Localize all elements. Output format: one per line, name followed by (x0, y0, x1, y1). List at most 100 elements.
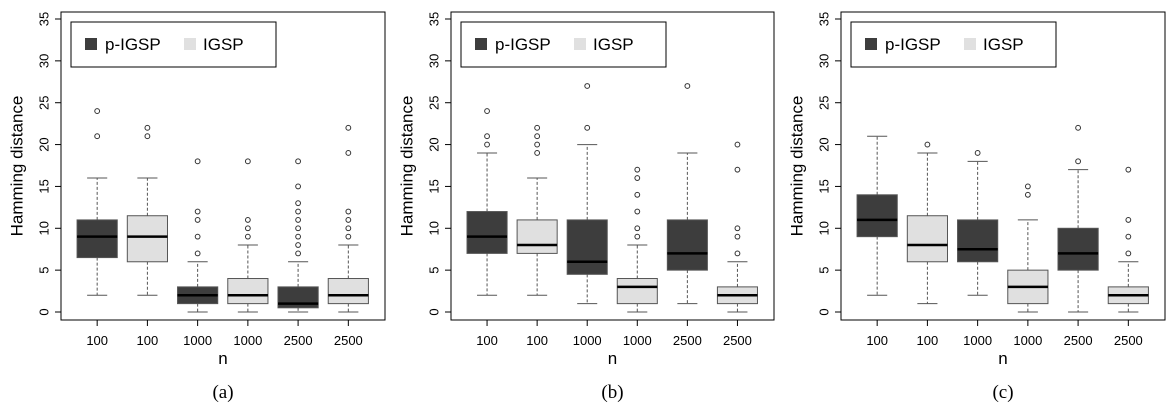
outlier-point (1125, 233, 1132, 240)
legend-swatch-igsp (574, 38, 586, 50)
legend: p-IGSP IGSP (850, 21, 1057, 68)
x-axis: 100 100 1000 1000 2500 2500 (476, 320, 752, 348)
box-6 (716, 141, 758, 313)
legend-swatch-igsp (964, 38, 976, 50)
outlier-point (345, 225, 352, 232)
x-tick-label: 2500 (334, 333, 363, 348)
y-axis-title: Hamming distance (787, 96, 806, 237)
panel-caption: (b) (601, 382, 623, 403)
y-tick-label: 35 (816, 12, 831, 26)
x-axis-title: n (998, 349, 1007, 368)
outlier-point (295, 208, 301, 215)
outlier-point (345, 150, 352, 156)
legend-box (70, 21, 277, 68)
y-axis: 0 5 10 15 20 25 30 35 (816, 12, 841, 316)
outlier-point (484, 141, 490, 148)
y-tick-label: 5 (816, 267, 831, 274)
legend-label-p-igsp: p-IGSP (885, 35, 941, 54)
legend: p-IGSP IGSP (70, 21, 277, 68)
legend-swatch-igsp (184, 38, 196, 50)
box-3 (957, 150, 999, 296)
x-axis-title: n (218, 349, 227, 368)
iqr-box (616, 278, 658, 305)
outlier-point (584, 83, 591, 89)
outlier-point (295, 225, 301, 232)
outlier-point (244, 225, 251, 232)
box-5 (1057, 124, 1099, 313)
x-tick-label: 1000 (623, 333, 652, 348)
legend-box (460, 21, 667, 68)
outlier-point (194, 233, 201, 240)
legend: p-IGSP IGSP (460, 21, 667, 68)
outlier-point (295, 158, 301, 165)
outlier-point (634, 191, 641, 198)
outlier-point (194, 250, 201, 257)
iqr-box (466, 211, 508, 254)
chart-panel-1: 0 5 10 15 20 25 30 35 Hamming distance 100 100 1000… (7, 11, 386, 403)
iqr-box (516, 219, 558, 254)
x-axis: 100 100 1000 1000 2500 2500 (86, 320, 363, 348)
outlier-point (734, 250, 741, 257)
y-tick-label: 10 (426, 221, 441, 235)
outlier-point (94, 108, 101, 114)
y-tick-label: 20 (816, 137, 831, 151)
x-tick-label: 100 (86, 333, 108, 348)
x-tick-label: 100 (526, 333, 548, 348)
outlier-point (1075, 158, 1081, 165)
outlier-point (295, 250, 301, 257)
box-4 (1007, 183, 1049, 313)
box-1 (856, 135, 898, 296)
box-6 (1107, 166, 1149, 313)
y-tick-label: 0 (426, 308, 441, 315)
iqr-box (1057, 227, 1099, 271)
y-tick-label: 10 (816, 221, 831, 235)
legend-label-igsp: IGSP (593, 35, 634, 54)
iqr-box (327, 278, 369, 305)
outlier-point (244, 233, 251, 240)
outlier-point (924, 141, 931, 148)
legend-swatch-p-igsp (475, 38, 487, 50)
outlier-point (244, 158, 251, 165)
x-axis-title: n (608, 349, 617, 368)
box-5 (277, 158, 319, 313)
y-tick-label: 15 (816, 179, 831, 193)
iqr-box (666, 219, 708, 271)
outlier-point (634, 208, 641, 215)
chart-panel-2: 0 5 10 15 20 25 30 35 Hamming distance 100 100 1000… (397, 11, 775, 403)
y-axis: 0 5 10 15 20 25 30 35 (426, 12, 451, 316)
box-2 (126, 124, 168, 296)
x-tick-label: 1000 (963, 333, 992, 348)
outlier-point (1125, 166, 1132, 173)
box-3 (177, 158, 219, 313)
plot-frame (60, 11, 386, 321)
outlier-point (295, 200, 301, 207)
box-4 (616, 166, 658, 313)
legend-label-igsp: IGSP (983, 35, 1024, 54)
outlier-point (144, 133, 151, 140)
legend-box (850, 21, 1057, 68)
y-tick-label: 25 (36, 95, 51, 109)
outlier-point (1075, 124, 1081, 131)
x-tick-label: 100 (917, 333, 939, 348)
y-tick-label: 0 (36, 308, 51, 315)
outlier-point (295, 242, 301, 248)
panel-caption: (a) (212, 382, 233, 403)
x-tick-label: 100 (137, 333, 159, 348)
outlier-point (974, 150, 981, 156)
outlier-point (194, 217, 201, 223)
box-2 (516, 124, 558, 296)
outlier-point (634, 175, 641, 181)
y-tick-label: 20 (36, 137, 51, 151)
box-3 (566, 83, 608, 305)
outlier-point (734, 233, 741, 240)
legend-label-p-igsp: p-IGSP (495, 35, 551, 54)
outlier-point (484, 108, 490, 114)
y-tick-label: 5 (36, 267, 51, 274)
outlier-point (534, 150, 541, 156)
outlier-point (1125, 250, 1132, 257)
x-tick-label: 100 (866, 333, 888, 348)
box-5 (666, 83, 708, 305)
x-tick-label: 2500 (673, 333, 702, 348)
x-tick-label: 1000 (1013, 333, 1042, 348)
